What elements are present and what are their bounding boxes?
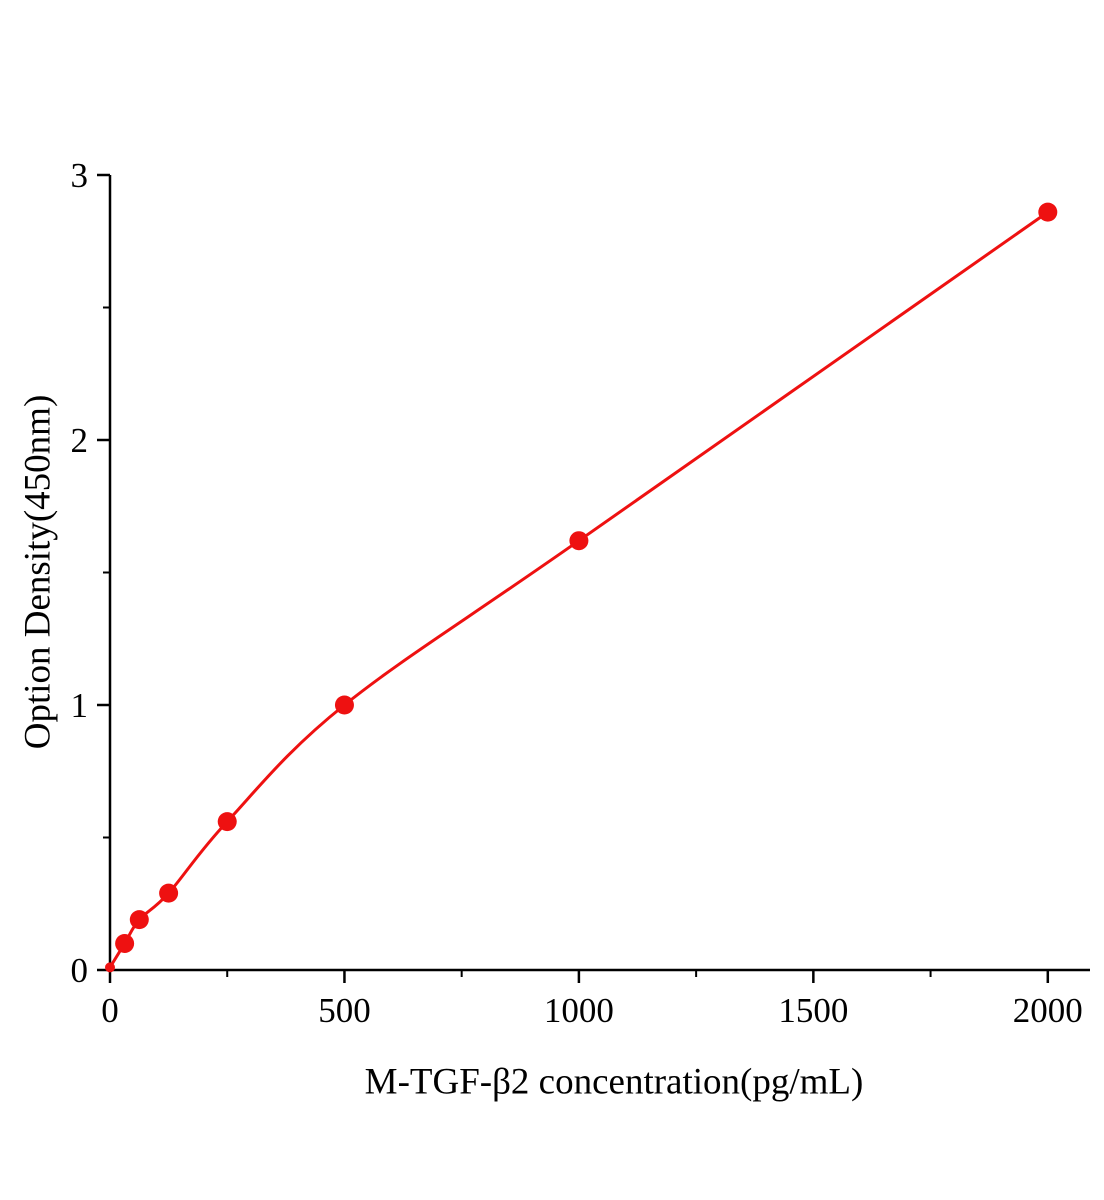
x-tick-label: 0	[101, 991, 119, 1030]
x-tick-label: 1500	[778, 991, 848, 1030]
y-tick-label: 2	[71, 421, 89, 460]
x-tick-label: 2000	[1013, 991, 1083, 1030]
standard-curve-line	[108, 210, 1050, 969]
data-point	[334, 695, 354, 715]
data-point	[217, 812, 237, 832]
data-point	[159, 883, 179, 903]
data-point	[105, 962, 115, 973]
y-axis-title: Option Density(450nm)	[17, 394, 59, 750]
x-tick-label: 500	[318, 991, 371, 1030]
y-tick-label: 0	[71, 951, 89, 990]
data-point	[1038, 202, 1058, 222]
data-point	[569, 531, 589, 551]
y-tick-label: 3	[71, 156, 89, 195]
y-tick-label: 1	[71, 686, 89, 725]
x-axis-title: M-TGF-β2 concentration(pg/mL)	[364, 1061, 864, 1103]
data-point	[115, 934, 135, 953]
data-point	[129, 910, 149, 930]
x-tick-label: 1000	[544, 991, 614, 1030]
